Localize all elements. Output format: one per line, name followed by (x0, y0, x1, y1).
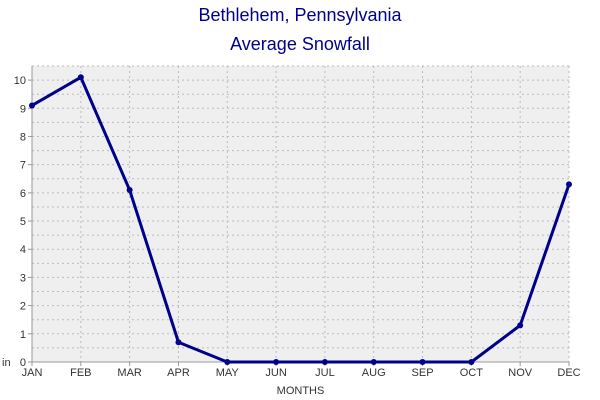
x-tick-label: AUG (362, 367, 386, 379)
x-tick-label: DEC (557, 367, 580, 379)
y-tick-labels: 0 1 2 3 4 5 6 7 8 9 10 (14, 75, 26, 369)
data-point (29, 102, 35, 109)
y-tick-label: 2 (20, 301, 26, 313)
data-point (566, 181, 572, 188)
x-tick-label: MAY (216, 367, 240, 379)
x-tick-label: JUL (315, 367, 335, 379)
data-point (419, 359, 426, 365)
chart-title: Bethlehem, Pennsylvania (198, 5, 402, 25)
data-point (468, 359, 475, 365)
x-tick-label: SEP (412, 367, 434, 379)
x-tick-labels: JAN FEB MAR APR MAY JUN JUL AUG SEP OCT NOV DEC (22, 367, 581, 379)
x-tick-label: FEB (70, 367, 91, 379)
x-axis-label: MONTHS (277, 385, 325, 397)
y-tick-label: 8 (20, 131, 26, 143)
grid-lines (32, 65, 570, 362)
x-tick-label: MAR (117, 367, 142, 379)
y-tick-label: 9 (20, 103, 26, 115)
x-tick-label: JUN (265, 367, 286, 379)
y-tick-label: 5 (20, 216, 26, 228)
y-tick-label: 3 (20, 272, 26, 284)
y-tick-label: 1 (20, 329, 26, 341)
data-point (370, 359, 377, 365)
plot-background (32, 66, 569, 362)
y-tick-label: 7 (20, 160, 26, 172)
data-point (517, 322, 524, 329)
y-tick-label: 6 (20, 188, 26, 200)
data-point (321, 359, 328, 365)
data-point (273, 359, 280, 365)
y-tick-label: 10 (14, 75, 26, 87)
y-tick-label: 4 (20, 244, 26, 256)
data-point (77, 74, 84, 81)
series (29, 74, 572, 365)
data-point (175, 339, 182, 346)
y-tick-label: 0 (20, 357, 26, 369)
chart-subtitle: Average Snowfall (230, 34, 370, 54)
x-tick-label: JAN (22, 367, 43, 379)
data-point (224, 359, 231, 365)
data-point (126, 187, 133, 194)
x-tick-label: APR (167, 367, 190, 379)
x-tick-label: NOV (508, 367, 533, 379)
series-line (30, 75, 571, 364)
x-tick-label: OCT (460, 367, 484, 379)
y-axis-label: in (2, 357, 11, 369)
